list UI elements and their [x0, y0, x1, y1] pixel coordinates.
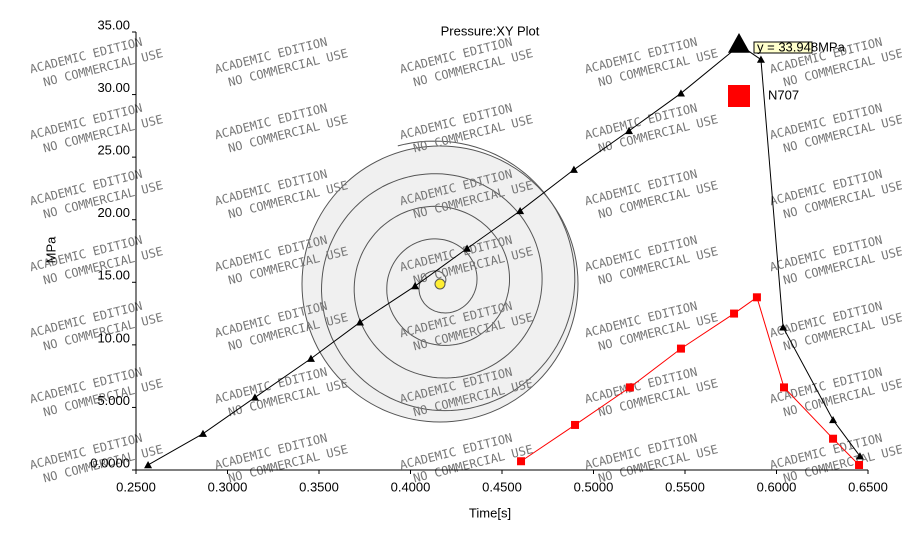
x-axis-label: Time[s] — [469, 505, 511, 520]
background-spiral — [301, 140, 579, 423]
marker — [829, 415, 838, 424]
marker — [728, 85, 750, 107]
y-tick-label: 30.00 — [97, 80, 130, 95]
chart-title: Pressure:XY Plot — [441, 23, 540, 38]
marker — [569, 165, 578, 173]
y-tick-label: 20.00 — [97, 205, 130, 220]
x-tick-label: 0.3500 — [299, 479, 339, 494]
spiral — [320, 140, 576, 412]
y-tick-label: 35.00 — [97, 17, 130, 32]
tooltip-box — [753, 41, 813, 54]
marker — [676, 344, 685, 353]
marker — [625, 383, 634, 392]
y-tick-label: 10.00 — [97, 330, 130, 345]
x-tick-label: 0.6000 — [757, 479, 797, 494]
series-line — [147, 44, 861, 466]
marker — [516, 206, 525, 215]
spiral-center — [434, 278, 446, 290]
legend-label: N707 — [768, 87, 799, 102]
marker — [779, 323, 788, 331]
marker — [306, 354, 315, 362]
marker — [250, 393, 259, 401]
y-tick-label: 5.000 — [97, 393, 130, 408]
marker — [198, 429, 207, 437]
x-tick-label: 0.4500 — [482, 479, 522, 494]
tooltip: y = 33.948MPa — [753, 39, 846, 54]
marker — [728, 33, 750, 53]
tooltip-text: y = 33.948MPa — [757, 39, 846, 54]
y-axis-label: MPa — [43, 236, 58, 264]
marker — [517, 457, 526, 466]
marker — [855, 460, 864, 469]
marker — [730, 309, 739, 318]
marker — [780, 383, 789, 392]
x-tick-label: 0.6500 — [848, 479, 888, 494]
marker — [571, 420, 580, 429]
x-tick-label: 0.3000 — [208, 479, 248, 494]
marker — [855, 452, 864, 460]
marker — [676, 89, 685, 97]
y-tick-label: 25.00 — [97, 143, 130, 158]
marker — [411, 282, 420, 290]
y-tick-label: 15.00 — [97, 268, 130, 283]
x-tick-label: 0.2500 — [116, 479, 156, 494]
marker — [463, 244, 472, 252]
marker — [752, 293, 761, 302]
marker — [144, 460, 153, 469]
x-tick-label: 0.5000 — [574, 479, 614, 494]
x-tick-label: 0.5500 — [665, 479, 705, 494]
x-tick-label: 0.4000 — [391, 479, 431, 494]
marker — [625, 126, 634, 135]
marker — [829, 434, 838, 443]
y-tick-label: 0.0000 — [90, 455, 130, 470]
marker — [355, 318, 364, 326]
marker — [756, 55, 765, 63]
